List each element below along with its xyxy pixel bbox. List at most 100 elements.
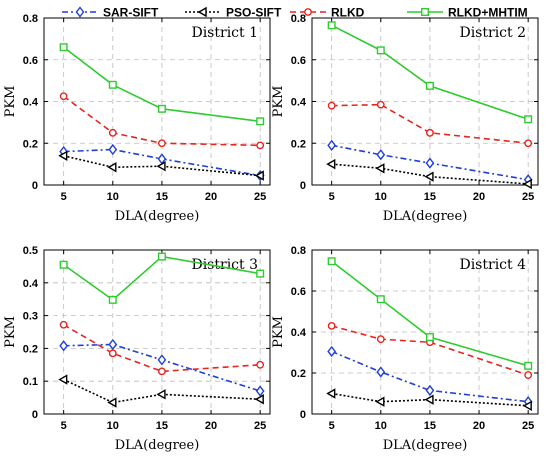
x-axis-title: DLA(degree) (383, 438, 468, 453)
y-tick-label: 0 (32, 409, 38, 421)
data-point (256, 269, 265, 278)
series-line (331, 163, 529, 185)
series-line (63, 378, 261, 404)
series-line (331, 103, 529, 145)
x-axis-title: DLA(degree) (115, 209, 200, 224)
series-line (331, 350, 529, 403)
data-point (326, 388, 336, 399)
x-tick-label: 10 (375, 420, 387, 432)
y-tick-label: 0 (300, 409, 306, 421)
y-tick-label: 0.4 (23, 278, 39, 290)
x-axis-title: DLA(degree) (383, 209, 468, 224)
y-tick-label: 0.3 (23, 311, 38, 323)
x-tick-label: 10 (375, 191, 387, 203)
legend-label: RLKD (331, 6, 365, 20)
legend-entry-rlkd-mhtim: RLKD+MHTIM (407, 6, 528, 20)
y-tick-label: 0.4 (23, 97, 39, 109)
series-rlkd (327, 100, 533, 148)
x-tick-label: 5 (61, 191, 67, 203)
y-tick-label: 0.5 (23, 245, 38, 257)
series-rlkd (59, 320, 265, 376)
data-point (158, 139, 166, 148)
series-sar-sift (59, 338, 265, 397)
data-point (376, 366, 386, 378)
data-point (376, 149, 386, 161)
x-tick-label: 20 (473, 420, 485, 432)
legend-entry-pso-sift: PSO-SIFT (185, 6, 282, 20)
legend-marker (75, 6, 85, 18)
data-point (326, 158, 336, 170)
series-rlkd-mhtim (59, 43, 265, 126)
series-line (331, 260, 529, 367)
data-point (327, 139, 337, 151)
series-line (63, 324, 261, 373)
x-tick-label: 20 (205, 191, 217, 203)
series-line (63, 46, 261, 123)
series-pso-sift (326, 158, 532, 190)
data-point (375, 163, 385, 174)
data-point (376, 335, 385, 344)
x-tick-label: 10 (107, 420, 119, 432)
panel-title: District 1 (191, 25, 258, 41)
y-tick-label: 0.8 (23, 13, 38, 25)
data-point (108, 80, 117, 89)
data-point (256, 141, 265, 150)
panel-title: District 3 (191, 257, 258, 273)
series-pso-sift (58, 150, 264, 181)
y-tick-label: 0.1 (23, 376, 38, 388)
series-line (63, 255, 261, 301)
data-point (522, 178, 532, 190)
panel-title: District 4 (459, 257, 526, 273)
x-tick-label: 25 (522, 191, 534, 203)
x-axis-title: DLA(degree) (115, 438, 200, 453)
data-point (59, 320, 68, 329)
y-tick-label: 0.8 (291, 245, 306, 257)
data-point (327, 21, 336, 30)
series-line (331, 325, 529, 376)
data-point (107, 162, 117, 173)
legend-entry-rlkd: RLKD (290, 6, 365, 20)
data-point (108, 349, 117, 358)
y-tick-label: 0.8 (291, 13, 306, 25)
series-rlkd (59, 92, 265, 150)
data-point (58, 150, 68, 161)
data-point (425, 384, 435, 397)
data-point (425, 157, 435, 169)
plot-frame (43, 249, 271, 415)
x-tick-label: 15 (156, 191, 168, 203)
data-point (156, 161, 166, 172)
data-point (107, 397, 117, 408)
x-tick-label: 15 (156, 420, 168, 432)
legend-entry-sar-sift: SAR-SIFT (62, 6, 159, 20)
panel-title: District 2 (459, 25, 526, 41)
data-point (426, 128, 434, 137)
y-tick-label: 0.6 (23, 55, 38, 67)
data-point (524, 361, 533, 370)
data-point (524, 139, 533, 148)
y-tick-label: 0.2 (23, 343, 38, 355)
x-tick-label: 10 (107, 191, 119, 203)
y-tick-label: 0.2 (291, 368, 306, 380)
series-line (63, 95, 261, 147)
y-tick-label: 0.2 (291, 138, 306, 150)
data-point (524, 371, 533, 379)
data-point (108, 338, 118, 351)
chart-panel-2: 5 10 15 20 25 0 0.2 0.4 0.6 0.8 DLA(degree) PKM Dist… (271, 13, 539, 224)
y-tick-label: 0.6 (291, 286, 306, 298)
y-axis-title: PKM (271, 86, 286, 118)
y-axis-title: PKM (3, 86, 18, 118)
legend: SAR-SIFT PSO-SIFT RLKD RLKD+MHTIM (60, 3, 546, 21)
x-tick-label: 5 (329, 191, 335, 203)
data-point (58, 374, 68, 385)
legend-marker (197, 6, 207, 18)
chart-panels: 5 10 15 20 25 0 0.2 0.4 0.6 0.8 DLA(degree) PKM Dist… (3, 13, 539, 453)
data-point (108, 295, 117, 304)
data-point (255, 385, 265, 397)
series-line (331, 144, 529, 181)
data-point (158, 367, 166, 376)
data-point (375, 396, 385, 407)
legend-marker (421, 7, 430, 16)
y-tick-label: 0.6 (291, 55, 306, 67)
data-point (157, 354, 167, 366)
y-tick-label: 0 (300, 180, 306, 192)
